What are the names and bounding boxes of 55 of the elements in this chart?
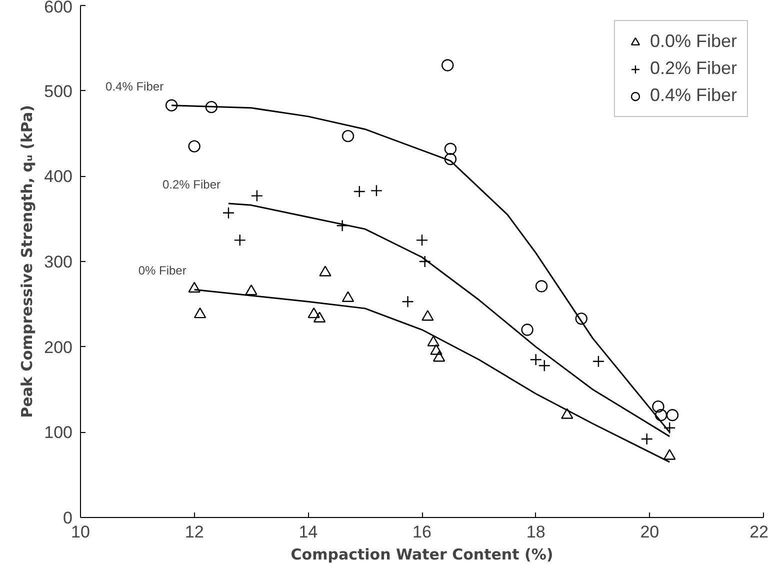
y-axis-title: Peak Compressive Strength, qᵤ (kPa): [18, 105, 36, 418]
point: [342, 291, 354, 302]
point: [245, 284, 258, 296]
point: [422, 310, 434, 321]
point: [432, 350, 446, 362]
x-tick-label: 10: [71, 522, 90, 542]
x-tick-label: 16: [412, 522, 432, 542]
point: [430, 344, 442, 355]
point: [370, 184, 383, 197]
legend-label: 0.4% Fiber: [650, 85, 737, 106]
y-tick-label: 500: [44, 82, 73, 101]
annotation: 0% Fiber: [138, 264, 186, 278]
point: [427, 336, 440, 346]
point: [188, 282, 200, 293]
point: [319, 266, 332, 276]
point: [342, 130, 354, 142]
point: [222, 206, 235, 219]
y-tick-label: 600: [44, 0, 73, 16]
point: [592, 355, 605, 368]
y-tick-label: 300: [44, 252, 73, 272]
annotation: 0.2% Fiber: [162, 177, 220, 192]
x-tick-label: 14: [298, 522, 318, 542]
point: [250, 190, 264, 202]
x-tick-label: 20: [640, 522, 660, 542]
x-tick-label: 18: [526, 522, 546, 542]
point: [194, 307, 206, 318]
y-tick-label: 400: [44, 167, 73, 186]
point: [561, 408, 574, 419]
legend-label: 0.2% Fiber: [650, 58, 737, 79]
point: [444, 153, 457, 166]
x-axis-title: Compaction Water Content (%): [290, 546, 554, 564]
point: [205, 100, 218, 114]
point: [535, 280, 548, 292]
legend-label: 0.0% Fiber: [650, 31, 737, 52]
point: [666, 409, 679, 422]
point: [663, 449, 676, 460]
point: [188, 140, 200, 152]
point: [654, 409, 668, 422]
point: [442, 59, 454, 72]
point: [308, 307, 320, 318]
annotation: 0.4% Fiber: [106, 79, 164, 94]
point: [444, 142, 457, 155]
point: [313, 312, 326, 322]
point: [353, 185, 366, 198]
point: [640, 432, 653, 446]
point: [165, 99, 178, 112]
point: [652, 400, 664, 413]
x-tick-label: 12: [184, 522, 204, 542]
point: [416, 234, 428, 246]
point: [575, 312, 588, 325]
y-tick-label: 200: [44, 338, 73, 357]
point: [521, 324, 534, 336]
x-tick-label: 22: [750, 522, 768, 542]
y-tick-label: 100: [44, 423, 73, 442]
y-tick-label: 0: [63, 508, 73, 528]
